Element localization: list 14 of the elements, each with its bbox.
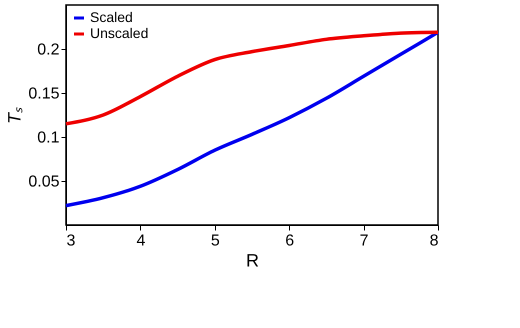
x-tick-label: 7 (360, 232, 369, 250)
y-axis-title: Tₛ (4, 107, 24, 124)
y-tick-label: 0.15 (28, 86, 60, 102)
y-tick-label: 0.05 (28, 174, 60, 190)
x-axis-title: R (246, 250, 259, 270)
x-tick-label: 4 (136, 232, 146, 250)
x-tick-label: 8 (430, 232, 439, 250)
x-tick-label: 5 (210, 232, 220, 250)
y-tick-label: 0.1 (37, 130, 60, 146)
x-tick-label: 6 (285, 232, 294, 250)
legend-label: Scaled (90, 9, 133, 25)
y-tick-label: 0.2 (37, 42, 60, 58)
x-tick-label: 3 (66, 232, 76, 250)
legend-label: Unscaled (90, 25, 148, 41)
